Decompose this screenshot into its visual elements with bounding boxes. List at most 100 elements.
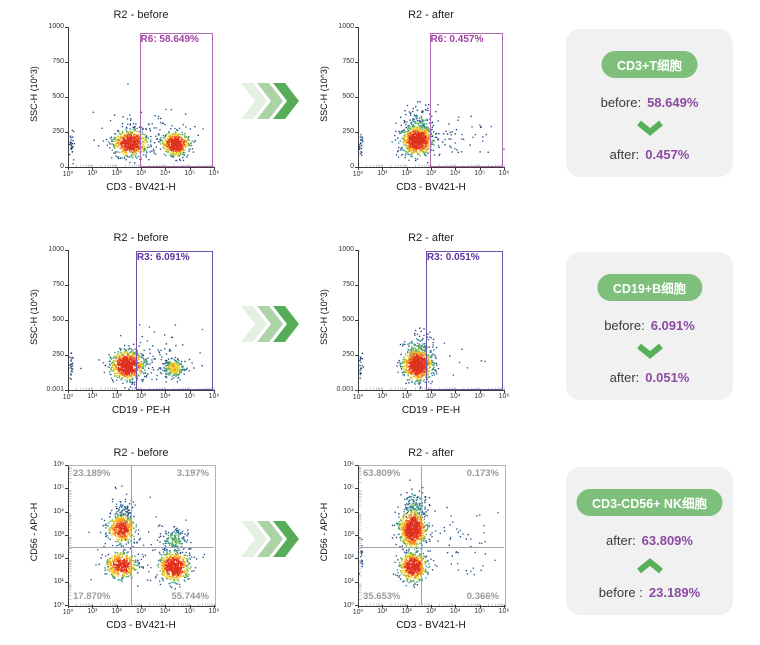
x-tick-label: 10⁰ [62,171,74,178]
x-tick-label: 10² [401,170,412,177]
transition-arrow-icon [240,306,304,342]
x-tick [189,390,191,393]
x-tick-label: 10² [401,393,412,400]
x-tick-label: 10¹ [377,393,388,400]
plot-area [68,27,215,168]
y-tick [355,465,358,466]
y-tick-label: 10⁴ [53,507,64,515]
y-tick-label: 10³ [53,531,64,538]
plot-title: R2 - after [408,9,454,21]
y-tick [65,488,68,490]
plot-area [358,250,505,391]
x-tick-label: 10³ [425,608,437,615]
x-tick-label: 10³ [135,608,147,615]
y-tick-label: 0 [60,163,64,170]
x-axis-label: CD3 - BV421-H [106,620,176,631]
plot-title: R2 - before [113,9,169,21]
after-line: after: 0.457% [566,147,733,162]
scatter-canvas [359,250,505,390]
x-tick-label: 10⁶ [208,393,220,400]
x-tick [479,390,481,393]
y-tick-label: 250 [342,351,354,358]
x-tick [214,605,215,608]
quadrant-label-tl: 63.809% [363,468,401,479]
x-tick-label: 10⁶ [208,170,220,177]
y-tick [355,97,358,98]
quadrant-label-bl: 17.870% [73,591,111,602]
y-tick [355,535,358,536]
scatter-canvas [69,27,215,167]
flow-plot-t-before: R2 - before SSC-H (10^3) 10⁰ 10¹ 10² 10³ 10⁴ 10… [22,5,262,210]
y-tick [65,558,68,560]
flow-plot-b-after: R2 - after SSC-H (10^3) 10⁰ 10¹ 10² 10³ 10⁴ 10⁵… [312,228,552,433]
quadrant-vertical-line [131,465,133,605]
y-tick-label: 10⁶ [53,461,64,468]
panel-row-b-cells: R2 - before SSC-H (10^3) 10⁰ 10¹ 10² 10³ 10⁴ 10… [0,228,760,433]
plot-title: R2 - before [113,232,169,244]
before-value: 58.649% [647,95,699,110]
y-tick-label: 0.001 [336,386,354,393]
x-tick-label: 10⁵ [474,608,485,615]
scatter-canvas [359,27,505,167]
quadrant-label-br: 0.366% [466,591,499,602]
x-tick-label: 10⁵ [184,608,195,615]
y-tick-label: 10² [343,554,354,562]
x-tick [189,167,191,170]
x-tick-label: 10⁶ [498,393,510,400]
gate-percentage-label: R6: 0.457% [430,33,484,45]
x-tick-label: 10⁵ [184,170,195,177]
y-tick [65,62,68,63]
x-tick-label: 10⁴ [449,393,461,400]
x-tick-label: 10¹ [87,608,98,615]
x-tick-label: 10⁴ [159,170,171,177]
scatter-canvas [359,466,505,606]
scatter-canvas [69,466,215,606]
x-tick [382,390,384,393]
y-tick [65,97,68,98]
y-tick [65,465,68,466]
transition-arrow-icon [240,521,304,557]
x-tick [358,167,359,170]
y-tick [355,355,358,356]
y-tick [65,390,68,391]
y-tick [65,605,68,606]
y-tick [65,250,68,251]
y-tick-label: 750 [342,281,354,288]
x-tick [382,605,384,608]
x-tick [358,390,359,393]
y-tick [65,355,68,356]
before-line: before: 58.649% [566,95,733,110]
y-tick-label: 750 [342,58,354,65]
panel-row-t-cells: R2 - before SSC-H (10^3) 10⁰ 10¹ 10² 10³ 10⁴ 10… [0,5,760,210]
x-tick-label: 10⁰ [352,171,364,178]
gate-region [135,251,214,390]
x-tick-label: 10⁰ [62,394,74,401]
x-tick [431,605,432,608]
x-tick [406,390,408,393]
before-label: before: [604,318,645,333]
x-tick [455,167,457,170]
y-tick [355,390,358,391]
y-tick [65,167,68,168]
y-tick [355,285,358,286]
cell-type-badge: CD3-CD56+ NK细胞 [576,489,723,516]
summary-card-t-cells: CD3+T细胞 before: 58.649% after: 0.457% [566,29,733,177]
x-tick [214,390,215,393]
x-tick [455,390,457,393]
y-tick-label: 10³ [343,531,354,538]
x-tick [358,605,359,608]
x-tick [406,167,408,170]
cell-type-badge: CD19+B细胞 [596,274,703,301]
x-tick-label: 10³ [425,170,437,177]
after-label: after: [609,370,640,385]
plot-title: R2 - before [113,447,169,459]
x-tick-label: 10⁶ [498,608,510,615]
x-tick [479,167,481,170]
summary-card-nk-cells: CD3-CD56+ NK细胞 after: 63.809% before : 23.… [566,467,733,615]
y-tick [355,62,358,63]
x-axis-label: CD19 - PE-H [111,405,171,416]
x-tick-label: 10⁵ [184,393,195,400]
x-tick [92,167,94,170]
x-tick [455,605,457,608]
triple-chevron-icon [241,306,299,342]
